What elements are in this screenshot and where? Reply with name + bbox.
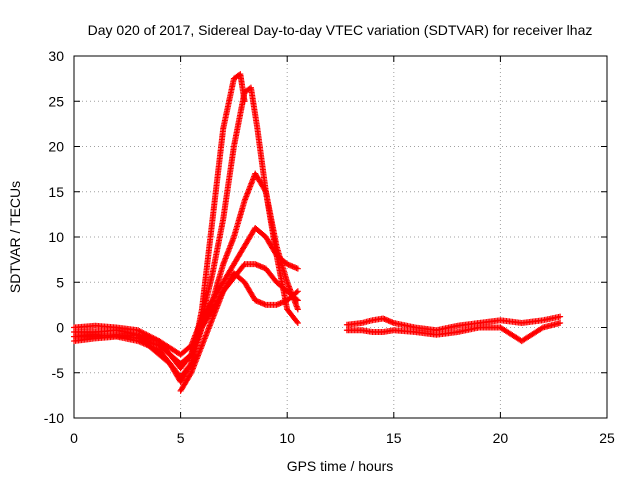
y-axis-label: SDTVAR / TECUs <box>7 181 23 293</box>
x-tick-label: 25 <box>599 430 615 446</box>
data-point <box>294 306 301 313</box>
data-point <box>293 318 300 325</box>
data-point <box>294 288 301 295</box>
series-track-h <box>343 319 564 345</box>
data-point <box>293 296 300 303</box>
x-tick-label: 0 <box>70 430 78 446</box>
series-track-f <box>177 270 301 394</box>
x-tick-label: 10 <box>279 430 295 446</box>
data-point <box>294 265 301 272</box>
data-point <box>294 297 301 304</box>
x-tick-label: 15 <box>386 430 402 446</box>
data-point <box>557 319 564 326</box>
data-point <box>294 319 301 326</box>
y-tick-label: 20 <box>48 139 64 155</box>
y-tick-label: 5 <box>56 274 64 290</box>
axis-ticks: 0 5 10 15 20 25 -10 -5 0 5 10 15 20 25 30 <box>44 48 615 446</box>
data-point <box>293 289 300 296</box>
y-tick-label: -5 <box>52 365 65 381</box>
y-tick-label: 30 <box>48 48 64 64</box>
chart-title: Day 020 of 2017, Sidereal Day-to-day VTE… <box>88 22 593 38</box>
x-axis-label: GPS time / hours <box>287 458 394 474</box>
plot-frame <box>73 55 608 419</box>
y-tick-label: 10 <box>48 229 64 245</box>
x-tick-label: 5 <box>177 430 185 446</box>
y-tick-label: 15 <box>48 184 64 200</box>
data-point <box>187 371 194 378</box>
series-track-e <box>71 261 301 367</box>
y-tick-label: 25 <box>48 93 64 109</box>
grid <box>74 56 607 418</box>
data-point <box>262 187 269 194</box>
series-track-g <box>343 313 564 334</box>
data-point <box>557 313 564 320</box>
data-points <box>71 71 564 394</box>
y-tick-label: -10 <box>44 410 64 426</box>
x-tick-label: 20 <box>493 430 509 446</box>
y-tick-label: 0 <box>56 320 64 336</box>
data-point <box>538 325 545 332</box>
